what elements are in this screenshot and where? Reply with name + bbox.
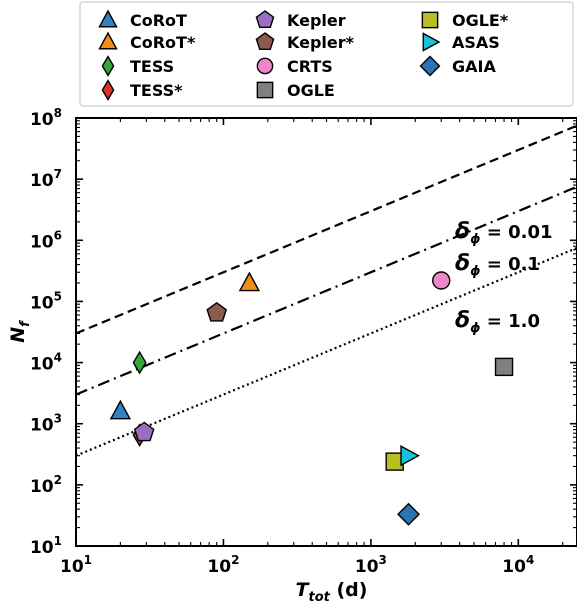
line-label-dashdot: δϕ = 0.1 <box>455 251 540 279</box>
legend-marker-tess-star <box>101 79 115 101</box>
legend-label-ogle: OGLE <box>287 81 335 100</box>
y-tick-label: 107 <box>30 167 62 191</box>
legend-marker-corot <box>98 9 118 28</box>
point-corot-star <box>238 271 261 292</box>
point-corot <box>109 399 132 420</box>
legend-label-tess: TESS <box>130 57 174 76</box>
axes: 101 102 103 104 101 102 103 104 105 106 107 108 Ttot… <box>7 106 577 604</box>
point-crts <box>432 271 451 290</box>
legend-marker-crts <box>256 57 274 75</box>
legend-marker-kepler-star <box>255 32 275 50</box>
x-axis-title: Ttot (d) <box>296 579 368 604</box>
legend-marker-asas <box>422 32 441 52</box>
point-kepler <box>133 421 155 442</box>
y-tick-label: 105 <box>30 289 62 313</box>
point-asas <box>400 445 420 467</box>
line-label-dotted: δϕ = 1.0 <box>455 308 540 336</box>
legend-marker-corot-star <box>98 31 118 50</box>
plot-frame <box>75 117 577 547</box>
reference-line-dashdot <box>76 185 577 396</box>
legend-marker-ogle <box>256 81 274 99</box>
y-tick-label: 102 <box>30 473 62 497</box>
point-kepler-star <box>206 302 228 322</box>
legend-label-ogle-star: OGLE* <box>452 11 509 30</box>
legend-label-kepler-star: Kepler* <box>287 33 355 52</box>
legend-label-corot-star: CoRoT* <box>130 33 196 52</box>
y-tick-label: 106 <box>30 228 62 252</box>
legend-label-kepler: Kepler <box>287 11 346 30</box>
point-tess <box>132 350 147 375</box>
x-tick-label: 103 <box>355 553 387 577</box>
reference-line-dotted <box>76 246 577 457</box>
y-tick-label: 108 <box>30 106 62 130</box>
y-tick-label: 104 <box>30 351 62 375</box>
legend: CoRoT CoRoT* TESS TESS* Kepler Kepler* CRTS OGL… <box>79 1 574 107</box>
legend-marker-tess <box>101 55 115 77</box>
y-tick-label: 101 <box>30 534 62 558</box>
x-tick-label: 104 <box>502 553 534 577</box>
legend-label-asas: ASAS <box>452 33 500 52</box>
y-tick-label: 103 <box>30 412 62 436</box>
legend-label-tess-star: TESS* <box>130 81 183 100</box>
legend-label-gaia: GAIA <box>452 57 496 76</box>
point-ogle <box>494 357 514 377</box>
reference-line-dashed <box>76 124 577 335</box>
legend-label-corot: CoRoT <box>130 11 187 30</box>
legend-marker-gaia <box>419 55 441 77</box>
legend-marker-ogle-star <box>421 11 439 29</box>
line-label-dashed: δϕ = 0.01 <box>455 219 553 247</box>
legend-box <box>79 1 574 107</box>
legend-label-crts: CRTS <box>287 57 333 76</box>
x-tick-label: 101 <box>60 553 92 577</box>
plot-area: δϕ = 0.01 δϕ = 0.1 δϕ = 1.0 <box>76 124 577 526</box>
legend-marker-kepler <box>255 10 275 28</box>
x-tick-label: 102 <box>207 553 239 577</box>
point-gaia <box>397 502 421 526</box>
y-axis-title: Nf <box>7 319 33 343</box>
